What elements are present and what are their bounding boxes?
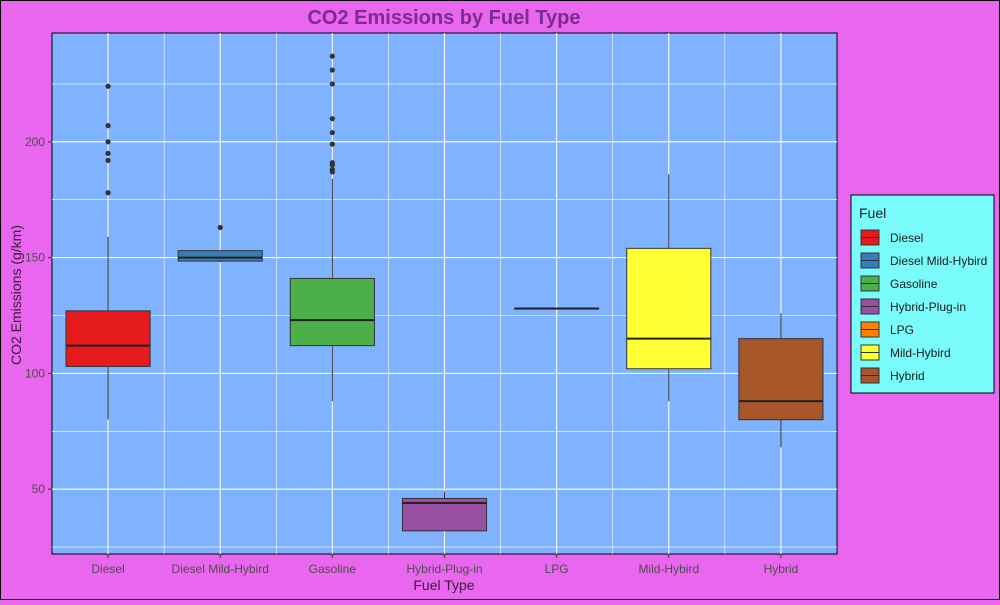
y-tick-label: 150	[25, 251, 45, 265]
box-group	[626, 174, 712, 402]
box-iqr	[738, 338, 824, 421]
legend-item: Diesel	[860, 229, 923, 246]
boxes	[65, 53, 824, 532]
box-iqr	[289, 277, 375, 347]
legend-item: Gasoline	[860, 275, 938, 292]
legend-items: Diesel Diesel Mild-Hybird Gasoline Hybrid-P…	[860, 229, 987, 384]
y-tick-label: 50	[32, 482, 46, 496]
box-iqr	[177, 250, 263, 262]
x-tick-label: Diesel	[91, 562, 124, 576]
legend-label: LPG	[890, 323, 914, 337]
outlier-point	[329, 67, 335, 73]
outlier-point	[329, 81, 335, 87]
x-tick-label: Diesel Mild-Hybird	[172, 562, 269, 576]
box-group	[177, 224, 263, 263]
outlier-point	[105, 190, 111, 196]
box-iqr	[626, 247, 712, 370]
chart-title: CO2 Emissions by Fuel Type	[307, 7, 580, 29]
box-iqr	[65, 310, 151, 367]
legend-item: LPG	[860, 321, 914, 338]
y-axis-label: CO2 Emissions (g/km)	[8, 225, 24, 365]
box-group	[65, 83, 151, 420]
y-tick-label: 200	[25, 135, 45, 149]
x-tick-label: LPG	[545, 562, 569, 576]
outlier-point	[329, 141, 335, 147]
legend-title: Fuel	[859, 205, 886, 221]
legend-label: Gasoline	[890, 277, 938, 291]
legend-label: Hybrid-Plug-in	[890, 300, 966, 314]
outlier-point	[105, 83, 111, 89]
legend-item: Hybrid	[860, 367, 925, 384]
x-tick-label: Mild-Hybird	[638, 562, 699, 576]
outlier-point	[105, 150, 111, 157]
box-group	[738, 313, 824, 448]
gridlines	[52, 33, 837, 554]
legend: Fuel Diesel Diesel Mild-Hybird Gasoline Hyb…	[850, 194, 995, 394]
outlier-point	[217, 224, 223, 231]
x-tick-label: Hybrid	[764, 562, 799, 576]
legend-item: Hybrid-Plug-in	[860, 298, 966, 315]
legend-label: Hybrid	[890, 369, 925, 383]
x-tick-label: Hybrid-Plug-in	[406, 562, 482, 576]
box-group	[289, 53, 375, 402]
x-axis-label: Fuel Type	[413, 577, 474, 593]
x-tick-labels: Diesel Diesel Mild-Hybird Gasoline Hybrid-P…	[91, 554, 798, 576]
outlier-point	[329, 129, 335, 136]
x-tick-label: Gasoline	[309, 562, 357, 576]
box-group	[514, 307, 600, 310]
legend-item: Diesel Mild-Hybird	[860, 252, 987, 269]
box-group	[401, 491, 488, 532]
outlier-point	[105, 139, 111, 145]
outlier-point	[105, 123, 111, 129]
legend-box	[850, 194, 995, 394]
outlier-point	[105, 157, 111, 163]
legend-item: Mild-Hybird	[860, 344, 951, 361]
y-tick-labels: 50 100 150 200	[25, 135, 52, 496]
outlier-point	[329, 116, 335, 122]
legend-label: Diesel	[890, 231, 923, 245]
legend-label: Mild-Hybird	[890, 346, 951, 360]
outlier-point	[329, 160, 335, 166]
y-tick-label: 100	[25, 366, 45, 380]
outlier-point	[329, 167, 335, 173]
legend-label: Diesel Mild-Hybird	[890, 254, 987, 268]
outlier-point	[329, 53, 335, 59]
